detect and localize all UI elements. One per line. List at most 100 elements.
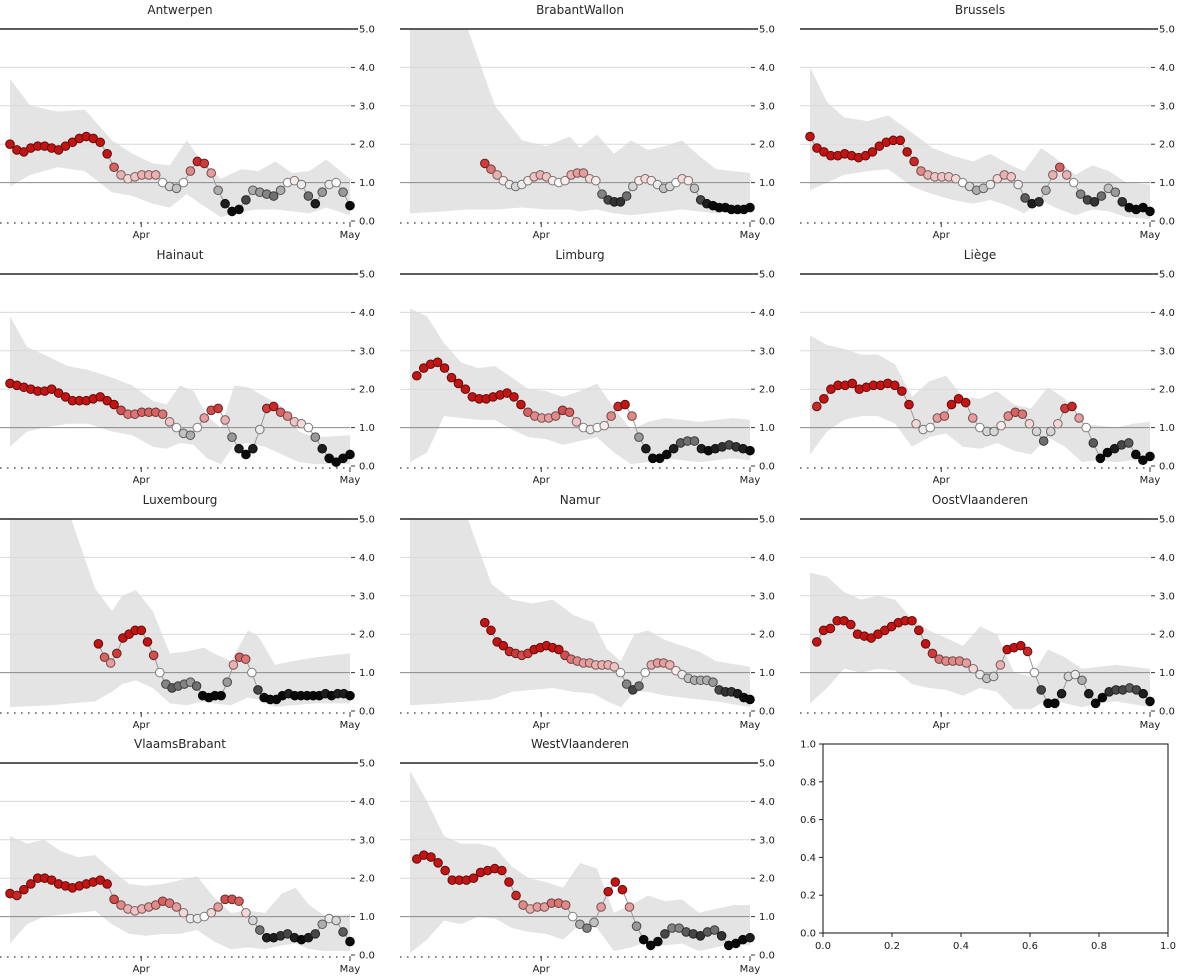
svg-text:4.0: 4.0 bbox=[359, 63, 375, 74]
svg-text:0.0: 0.0 bbox=[359, 462, 375, 473]
svg-text:Apr: Apr bbox=[133, 230, 151, 241]
subplot-title: Hainaut bbox=[156, 248, 204, 262]
svg-text:5.0: 5.0 bbox=[1159, 270, 1175, 281]
svg-text:0.0: 0.0 bbox=[759, 217, 775, 228]
svg-text:0.2: 0.2 bbox=[800, 891, 816, 902]
svg-text:2.0: 2.0 bbox=[759, 385, 775, 396]
svg-text:Apr: Apr bbox=[533, 475, 551, 486]
subplot-title: Namur bbox=[559, 493, 601, 507]
subplot-liege: Liège 0.0 1.0 2.0 3.0 4.0 5.0 Apr May bbox=[800, 245, 1200, 490]
svg-text:4.0: 4.0 bbox=[759, 553, 775, 564]
svg-text:0.6: 0.6 bbox=[800, 815, 816, 826]
svg-text:1.0: 1.0 bbox=[1159, 178, 1175, 189]
svg-text:2.0: 2.0 bbox=[1159, 385, 1175, 396]
subplot-brabantwallon: BrabantWallon 0.0 1.0 2.0 3.0 4.0 5.0 Apr May bbox=[400, 0, 800, 245]
svg-text:May: May bbox=[340, 475, 361, 486]
svg-text:May: May bbox=[740, 230, 761, 241]
svg-text:5.0: 5.0 bbox=[359, 515, 375, 526]
svg-text:3.0: 3.0 bbox=[759, 101, 775, 112]
svg-text:3.0: 3.0 bbox=[1159, 101, 1175, 112]
svg-text:3.0: 3.0 bbox=[759, 591, 775, 602]
svg-text:0.4: 0.4 bbox=[953, 941, 969, 952]
svg-text:May: May bbox=[340, 964, 361, 975]
subplot-brussels: Brussels 0.0 1.0 2.0 3.0 4.0 5.0 Apr May bbox=[800, 0, 1200, 245]
svg-text:5.0: 5.0 bbox=[759, 515, 775, 526]
svg-text:Apr: Apr bbox=[133, 720, 151, 731]
svg-text:4.0: 4.0 bbox=[1159, 63, 1175, 74]
svg-text:1.0: 1.0 bbox=[359, 912, 375, 923]
svg-text:0.0: 0.0 bbox=[759, 462, 775, 473]
chart-svg-3: 0.0 1.0 2.0 3.0 4.0 5.0 Apr May bbox=[0, 270, 375, 486]
empty-axes-svg: 0.0 0.2 0.4 0.6 0.8 1.0 0.0 0.2 0.4 0.6 0.8 1.0 bbox=[800, 740, 1176, 953]
svg-text:1.0: 1.0 bbox=[359, 668, 375, 679]
subplot-title: BrabantWallon bbox=[536, 3, 624, 17]
svg-text:3.0: 3.0 bbox=[359, 101, 375, 112]
svg-text:Apr: Apr bbox=[133, 964, 151, 975]
subplot-title: VlaamsBrabant bbox=[134, 737, 226, 751]
svg-text:2.0: 2.0 bbox=[759, 630, 775, 641]
svg-text:2.0: 2.0 bbox=[359, 140, 375, 151]
chart-svg-5: 0.0 1.0 2.0 3.0 4.0 5.0 Apr May bbox=[800, 270, 1175, 486]
svg-text:0.0: 0.0 bbox=[815, 941, 831, 952]
svg-text:Apr: Apr bbox=[933, 230, 951, 241]
svg-text:Apr: Apr bbox=[533, 230, 551, 241]
subplot-vlaamsbrabant: VlaamsBrabant 0.0 1.0 2.0 3.0 4.0 5.0 Apr May bbox=[0, 734, 400, 978]
svg-text:5.0: 5.0 bbox=[759, 25, 775, 36]
svg-text:1.0: 1.0 bbox=[759, 178, 775, 189]
subplot-oostvlaanderen: OostVlaanderen 0.0 1.0 2.0 3.0 4.0 5.0 Apr May bbox=[800, 490, 1200, 734]
subplot-namur: Namur 0.0 1.0 2.0 3.0 4.0 5.0 Apr May bbox=[400, 490, 800, 734]
svg-text:4.0: 4.0 bbox=[359, 308, 375, 319]
subplot-title: Antwerpen bbox=[147, 3, 213, 17]
chart-svg-4: 0.0 1.0 2.0 3.0 4.0 5.0 Apr May bbox=[400, 270, 775, 486]
svg-text:0.8: 0.8 bbox=[800, 777, 816, 788]
svg-text:2.0: 2.0 bbox=[759, 140, 775, 151]
svg-text:May: May bbox=[1140, 720, 1161, 731]
svg-text:3.0: 3.0 bbox=[1159, 346, 1175, 357]
svg-text:May: May bbox=[740, 964, 761, 975]
svg-text:5.0: 5.0 bbox=[759, 759, 775, 770]
svg-text:1.0: 1.0 bbox=[1159, 423, 1175, 434]
svg-text:1.0: 1.0 bbox=[1160, 941, 1176, 952]
svg-text:1.0: 1.0 bbox=[759, 423, 775, 434]
svg-text:0.0: 0.0 bbox=[759, 951, 775, 962]
svg-text:Apr: Apr bbox=[133, 475, 151, 486]
svg-text:5.0: 5.0 bbox=[359, 759, 375, 770]
svg-text:1.0: 1.0 bbox=[800, 740, 816, 751]
svg-text:4.0: 4.0 bbox=[1159, 553, 1175, 564]
svg-text:4.0: 4.0 bbox=[759, 308, 775, 319]
subplot-westvlaanderen: WestVlaanderen 0.0 1.0 2.0 3.0 4.0 5.0 Apr May bbox=[400, 734, 800, 978]
svg-text:0.6: 0.6 bbox=[1022, 941, 1038, 952]
svg-text:2.0: 2.0 bbox=[359, 385, 375, 396]
subplot-luxembourg: Luxembourg 0.0 1.0 2.0 3.0 4.0 5.0 Apr May bbox=[0, 490, 400, 734]
svg-text:5.0: 5.0 bbox=[359, 270, 375, 281]
svg-text:5.0: 5.0 bbox=[359, 25, 375, 36]
svg-text:3.0: 3.0 bbox=[359, 346, 375, 357]
svg-text:3.0: 3.0 bbox=[759, 835, 775, 846]
svg-text:2.0: 2.0 bbox=[1159, 630, 1175, 641]
svg-text:4.0: 4.0 bbox=[759, 797, 775, 808]
svg-text:3.0: 3.0 bbox=[359, 591, 375, 602]
chart-svg-0: 0.0 1.0 2.0 3.0 4.0 5.0 Apr May bbox=[0, 25, 375, 241]
chart-svg-9: 0.0 1.0 2.0 3.0 4.0 5.0 Apr May bbox=[0, 759, 375, 975]
svg-text:1.0: 1.0 bbox=[359, 178, 375, 189]
svg-text:1.0: 1.0 bbox=[1159, 668, 1175, 679]
svg-text:May: May bbox=[340, 720, 361, 731]
subplot-title: WestVlaanderen bbox=[530, 737, 629, 751]
subplot-title: OostVlaanderen bbox=[931, 493, 1029, 507]
svg-text:4.0: 4.0 bbox=[1159, 308, 1175, 319]
svg-text:4.0: 4.0 bbox=[359, 553, 375, 564]
svg-text:May: May bbox=[340, 230, 361, 241]
svg-text:5.0: 5.0 bbox=[759, 270, 775, 281]
subplot-limburg: Limburg 0.0 1.0 2.0 3.0 4.0 5.0 Apr May bbox=[400, 245, 800, 490]
svg-text:1.0: 1.0 bbox=[359, 423, 375, 434]
svg-text:5.0: 5.0 bbox=[1159, 515, 1175, 526]
subplot-hainaut: Hainaut 0.0 1.0 2.0 3.0 4.0 5.0 Apr May bbox=[0, 245, 400, 490]
subplot-title: Limburg bbox=[555, 248, 605, 262]
svg-text:1.0: 1.0 bbox=[759, 912, 775, 923]
svg-text:0.0: 0.0 bbox=[359, 707, 375, 718]
svg-text:Apr: Apr bbox=[533, 720, 551, 731]
svg-text:0.0: 0.0 bbox=[359, 217, 375, 228]
svg-text:Apr: Apr bbox=[933, 475, 951, 486]
chart-svg-1: 0.0 1.0 2.0 3.0 4.0 5.0 Apr May bbox=[400, 25, 775, 241]
